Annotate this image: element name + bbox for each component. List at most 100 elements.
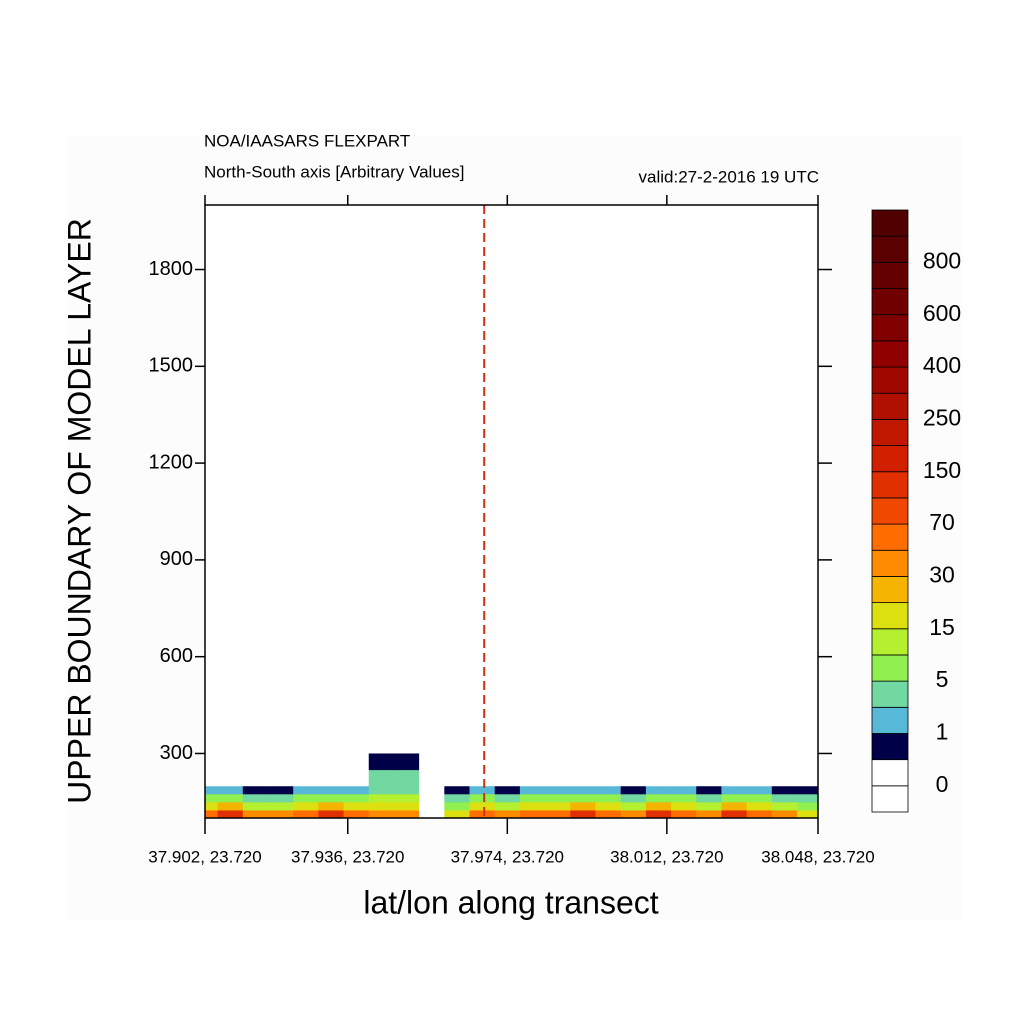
contour-cell — [293, 753, 319, 771]
contour-cell — [205, 801, 219, 811]
contour-cell — [570, 801, 596, 811]
contour-cell — [267, 809, 294, 819]
colorbar-box — [871, 418, 909, 446]
contour-cell — [419, 801, 445, 811]
colorbar-label: 5 — [936, 666, 949, 692]
contour-cell — [393, 809, 420, 819]
contour-cell — [318, 801, 345, 811]
contour-cell — [494, 785, 521, 795]
contour-cell — [242, 809, 269, 819]
contour-cell — [545, 793, 571, 803]
contour-cell — [318, 753, 345, 771]
contour-cell — [267, 801, 294, 811]
contour-cell — [393, 785, 420, 795]
contour-cell — [519, 809, 546, 819]
contour-cell — [771, 753, 798, 771]
contour-cell — [494, 809, 521, 819]
colorbar-label: 800 — [923, 247, 961, 273]
contour-cell — [645, 809, 672, 819]
colorbar-box — [871, 680, 909, 708]
contour-cell — [645, 801, 672, 811]
contour-cell — [721, 809, 748, 819]
contour-cell — [721, 753, 748, 771]
contour-cell — [671, 769, 697, 787]
y-tick-label: 300 — [160, 742, 193, 764]
contour-cell — [746, 769, 773, 787]
contour-cell — [242, 753, 269, 771]
contour-cell — [494, 769, 521, 787]
colorbar-box — [871, 706, 909, 734]
contour-cell — [671, 753, 697, 771]
colorbar-label: 30 — [929, 562, 955, 588]
contour-cell — [217, 809, 244, 819]
contour-cell — [469, 769, 496, 787]
contour-cell — [620, 769, 647, 787]
y-axis-label: UPPER BOUNDARY OF MODEL LAYER — [61, 218, 97, 804]
contour-cell — [519, 753, 546, 771]
y-tick-label: 1800 — [149, 258, 194, 280]
contour-cell — [318, 793, 345, 803]
contour-cell — [469, 793, 496, 803]
contour-cell — [242, 793, 269, 803]
colorbar-box — [871, 654, 909, 682]
contour-cell — [419, 785, 445, 795]
contour-cell — [797, 785, 819, 795]
contour-cell — [267, 753, 294, 771]
contour-cell — [444, 769, 471, 787]
contour-cell — [293, 793, 319, 803]
contour-cell — [620, 809, 647, 819]
contour-cell — [318, 785, 345, 795]
contour-cell — [293, 809, 319, 819]
contour-cell — [205, 793, 219, 803]
chart-title: NOA/IAASARS FLEXPART — [204, 131, 410, 150]
contour-cell — [696, 769, 722, 787]
contour-cell — [771, 809, 798, 819]
y-tick-label: 1500 — [149, 355, 194, 377]
y-tick-label: 600 — [160, 645, 193, 667]
contour-cell — [368, 753, 395, 771]
contour-cell — [721, 801, 748, 811]
contour-cell — [343, 793, 370, 803]
colorbar-label: 250 — [923, 404, 961, 430]
contour-cell — [267, 769, 294, 787]
colorbar-label: 400 — [923, 352, 961, 378]
contour-cell — [645, 793, 672, 803]
contour-cell — [570, 793, 596, 803]
contour-cell — [645, 769, 672, 787]
contour-cell — [620, 785, 647, 795]
contour-cell — [771, 801, 798, 811]
colorbar-box — [871, 392, 909, 420]
contour-cell — [671, 809, 697, 819]
colorbar-label: 70 — [929, 509, 955, 535]
contour-cell — [595, 793, 622, 803]
colorbar-box — [871, 314, 909, 342]
contour-cell — [746, 793, 773, 803]
contour-cell — [595, 809, 622, 819]
contour-cell — [595, 785, 622, 795]
contour-cell — [696, 753, 722, 771]
contour-cell — [545, 801, 571, 811]
contour-cell — [645, 753, 672, 771]
contour-cell — [368, 809, 395, 819]
contour-cell — [393, 769, 420, 787]
colorbar-label: 150 — [923, 457, 961, 483]
contour-cell — [671, 801, 697, 811]
x-axis-label: lat/lon along transect — [363, 884, 658, 920]
contour-cell — [368, 769, 395, 787]
contour-cell — [267, 785, 294, 795]
contour-cell — [343, 785, 370, 795]
contour-cell — [343, 809, 370, 819]
contour-cell — [318, 769, 345, 787]
contour-cell — [217, 753, 244, 771]
contour-cell — [419, 809, 445, 819]
x-tick-label: 38.048, 23.720 — [761, 847, 874, 866]
colorbar-box — [871, 340, 909, 368]
contour-cell — [444, 793, 471, 803]
contour-cell — [469, 809, 496, 819]
contour-cell — [343, 801, 370, 811]
contour-cell — [318, 809, 345, 819]
contour-cell — [494, 753, 521, 771]
contour-cell — [771, 785, 798, 795]
colorbar-box — [871, 235, 909, 263]
contour-cell — [444, 809, 471, 819]
